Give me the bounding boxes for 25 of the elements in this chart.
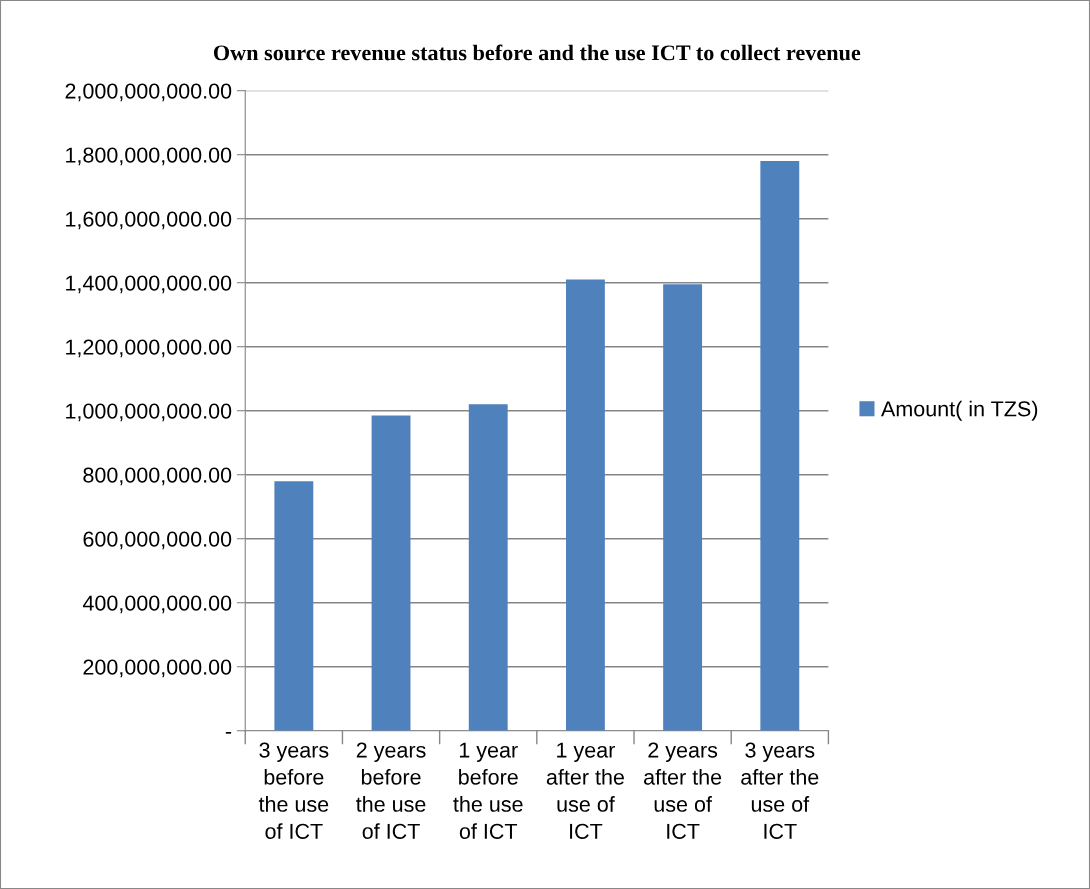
x-tick-label: 3 years after the use of ICT xyxy=(741,742,819,839)
legend-label: Amount( in TZS) xyxy=(881,400,1038,421)
y-tick-label: 400,000,000.00 xyxy=(82,595,232,614)
x-tick-label: 1 year before the use of ICT xyxy=(453,742,523,839)
y-tick-label: 1,800,000,000.00 xyxy=(66,147,232,166)
bar xyxy=(663,284,703,731)
y-tick-label: 200,000,000.00 xyxy=(83,659,232,678)
y-tick-label: 1,600,000,000.00 xyxy=(66,211,232,230)
bar xyxy=(565,279,605,731)
y-tick-label: 1,200,000,000.00 xyxy=(66,339,232,358)
bar xyxy=(274,481,314,731)
bar xyxy=(760,161,800,731)
chart-title: Own source revenue status before and the use ICT to collect revenue xyxy=(213,44,861,61)
y-tick-label: 1,400,000,000.00 xyxy=(66,275,232,294)
bar xyxy=(468,404,508,731)
y-tick-label: 2,000,000,000.00 xyxy=(65,83,232,102)
bar xyxy=(371,415,411,731)
x-tick-label: 2 years after the use of ICT xyxy=(644,742,722,839)
y-tick-label: 600,000,000.00 xyxy=(83,531,232,550)
y-tick-label: - xyxy=(225,732,232,734)
x-tick-label: 2 years before the use of ICT xyxy=(356,742,426,839)
y-tick-label: 1,000,000,000.00 xyxy=(66,403,232,422)
x-tick-label: 3 years before the use of ICT xyxy=(258,742,329,839)
y-tick-label: 800,000,000.00 xyxy=(83,467,232,486)
x-tick-label: 1 year after the use of ICT xyxy=(546,742,624,839)
